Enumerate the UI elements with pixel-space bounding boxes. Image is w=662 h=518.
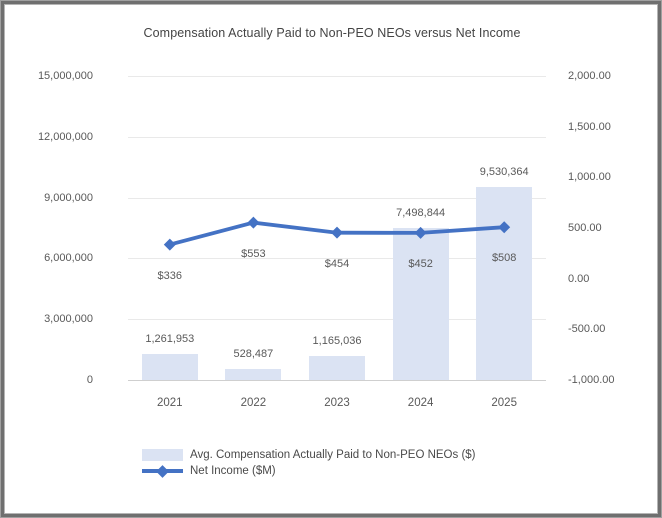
gridline — [128, 258, 546, 260]
gridline — [128, 136, 546, 138]
line-value-label: $452 — [408, 257, 433, 270]
right-axis-tick: 1,000.00 — [568, 171, 611, 184]
bar-value-label: 9,530,364 — [479, 165, 529, 178]
line-value-label: $508 — [491, 252, 517, 265]
bar-2022 — [225, 369, 282, 380]
left-axis-tick: 0 — [86, 374, 93, 386]
legend-label-net-income: Net Income ($M) — [190, 464, 276, 477]
chart-title: Compensation Actually Paid to Non-PEO NE… — [143, 26, 521, 40]
line-value-label: $336 — [157, 269, 183, 282]
line-marker-2024 — [414, 226, 427, 239]
legend-label-compensation: Avg. Compensation Actually Paid to Non-P… — [190, 448, 476, 461]
bar-series-swatch — [142, 449, 183, 461]
x-axis-label-2024: 2024 — [407, 397, 434, 409]
left-axis-tick: 15,000,000 — [37, 70, 93, 82]
right-axis-tick: 2,000.00 — [568, 70, 611, 82]
gridline — [128, 319, 546, 321]
plot-area — [128, 76, 546, 381]
x-axis-label-2023: 2023 — [324, 397, 350, 409]
line-value-label: $553 — [241, 247, 266, 260]
bar-value-label: 1,261,953 — [145, 333, 195, 346]
bar-value-label: 7,498,844 — [396, 207, 446, 220]
right-axis-tick: -500.00 — [568, 323, 606, 336]
line-series-swatch — [142, 463, 183, 479]
gridline — [128, 76, 546, 77]
net-income-line-layer — [163, 216, 511, 251]
x-axis-label-2025: 2025 — [491, 397, 517, 409]
legend-item-compensation: Avg. Compensation Actually Paid to Non-P… — [142, 447, 476, 463]
bar-2023 — [309, 356, 365, 380]
left-axis-tick: 6,000,000 — [44, 252, 93, 265]
bar-value-label: 528,487 — [233, 348, 274, 361]
diamond-marker-icon — [156, 464, 169, 478]
x-axis-line — [128, 379, 546, 381]
legend: Avg. Compensation Actually Paid to Non-P… — [142, 447, 476, 479]
line-marker-2022 — [247, 216, 260, 229]
bar-2025 — [476, 186, 533, 380]
right-axis-tick: -1,000.00 — [568, 374, 615, 386]
x-axis-label-2022: 2022 — [240, 397, 267, 409]
right-axis-tick: 500.00 — [568, 222, 602, 234]
bar-2021 — [141, 354, 198, 380]
line-value-label: $454 — [324, 257, 350, 270]
left-axis-tick: 9,000,000 — [44, 191, 93, 204]
bar-value-label: 1,165,036 — [312, 335, 362, 348]
line-marker-2025 — [498, 221, 511, 234]
left-axis-tick: 3,000,000 — [44, 313, 93, 326]
x-axis-label-2021: 2021 — [157, 397, 183, 409]
bar-2024 — [392, 228, 449, 380]
line-marker-2023 — [331, 226, 343, 239]
right-axis-tick: 0.00 — [568, 272, 590, 285]
gridline — [128, 197, 546, 199]
right-axis-tick: 1,500.00 — [568, 120, 611, 133]
line-marker-2021 — [163, 238, 176, 251]
legend-item-net-income: Net Income ($M) — [142, 463, 476, 479]
left-axis-tick: 12,000,000 — [37, 130, 93, 143]
